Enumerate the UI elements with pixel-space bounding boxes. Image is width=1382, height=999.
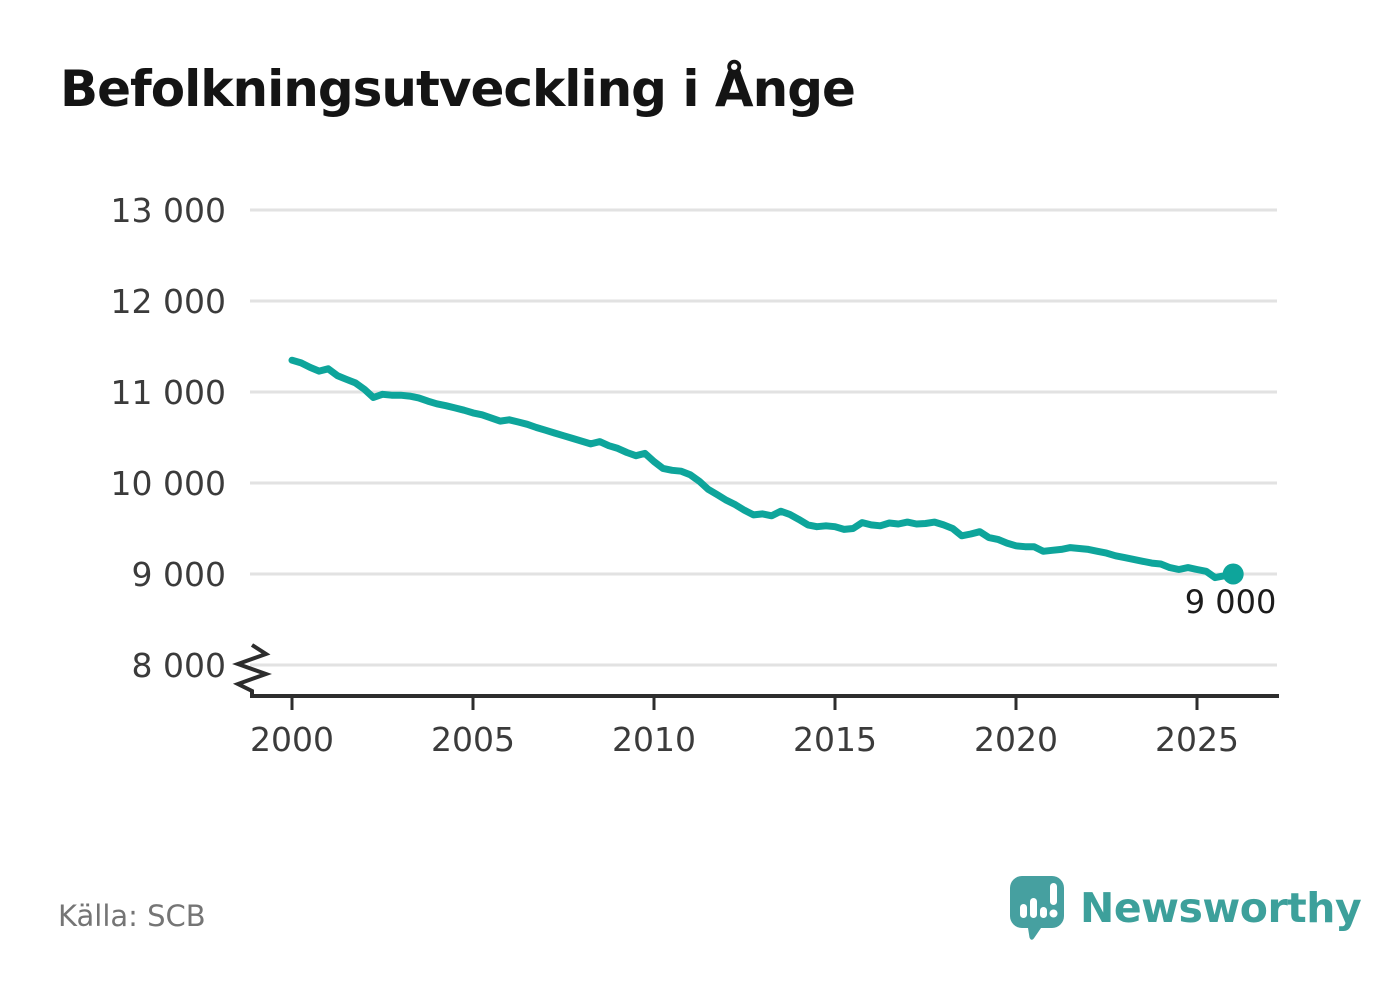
- newsworthy-speech-bubble-bar-chart-icon: [1010, 876, 1064, 940]
- y-axis-label: 8 000: [132, 646, 226, 685]
- bar-3: [1040, 907, 1047, 918]
- y-axis-label: 11 000: [111, 373, 226, 412]
- x-axis-label: 2015: [793, 720, 877, 759]
- exclamation-bar: [1050, 883, 1057, 905]
- y-axis-break-icon: [232, 643, 272, 697]
- bar-2: [1030, 898, 1037, 918]
- x-axis-label: 2025: [1155, 720, 1239, 759]
- x-axis-label: 2000: [250, 720, 334, 759]
- page-title: Befolkningsutveckling i Ånge: [60, 60, 856, 118]
- newsworthy-logo: Newsworthy: [1008, 874, 1362, 942]
- series-end-dot: [1222, 563, 1244, 585]
- y-axis-label: 9 000: [132, 555, 226, 594]
- source-note: Källa: SCB: [58, 899, 206, 933]
- exclamation-dot: [1049, 909, 1058, 918]
- y-axis-label: 13 000: [111, 191, 226, 230]
- x-axis-label: 2010: [612, 720, 696, 759]
- x-axis-label: 2005: [431, 720, 515, 759]
- x-axis-label: 2020: [974, 720, 1058, 759]
- series-end-value-label: 9 000: [1184, 583, 1277, 621]
- bar-1: [1020, 904, 1027, 918]
- y-axis-label: 10 000: [111, 464, 226, 503]
- y-axis-label: 12 000: [111, 282, 226, 321]
- newsworthy-logo-text: Newsworthy: [1080, 884, 1362, 932]
- population-series-line: [288, 356, 1237, 582]
